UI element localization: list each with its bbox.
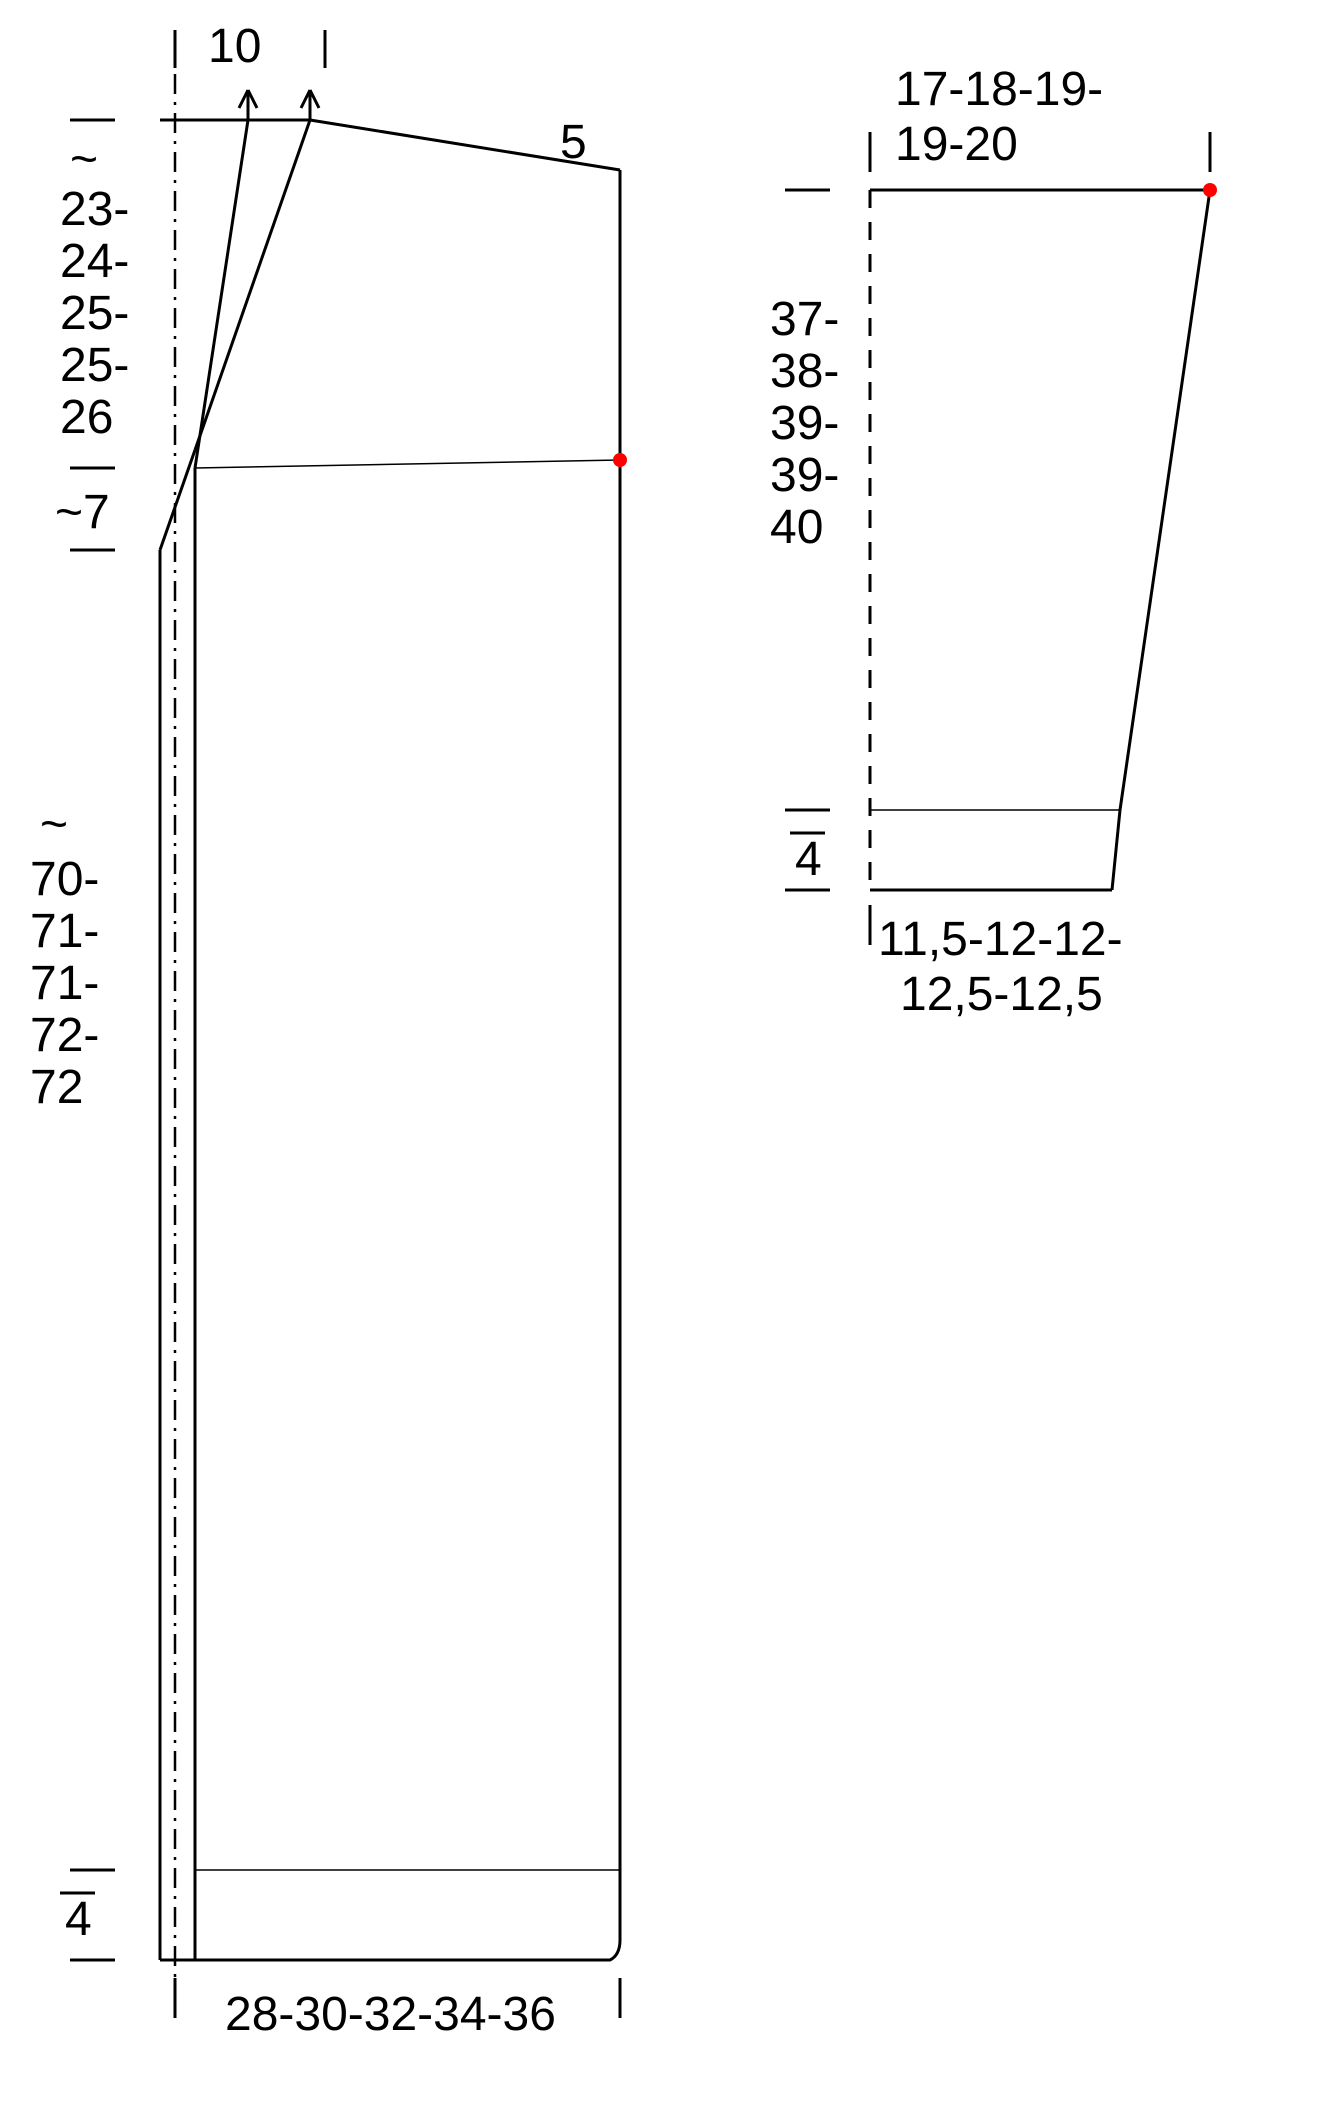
body-bottom-width-label: 28-30-32-34-36 xyxy=(225,1988,556,2041)
sleeve-height-line: 40 xyxy=(770,501,823,554)
body-armhole-line xyxy=(195,460,620,468)
sleeve-top-marker xyxy=(1203,183,1217,197)
body-raglan-height-line: 26 xyxy=(60,391,113,444)
body-height-line: 72- xyxy=(30,1009,99,1062)
body-armhole-marker xyxy=(613,453,627,467)
sleeve-cuff-label: 4 xyxy=(795,833,822,886)
sleeve-height-line: 39- xyxy=(770,397,839,450)
body-gap-label: ~7 xyxy=(55,486,110,539)
body-height-line: 71- xyxy=(30,905,99,958)
sleeve-top-width-line2: 19-20 xyxy=(895,118,1018,171)
sleeve-height-line: 39- xyxy=(770,449,839,502)
body-raglan-height-line: 23- xyxy=(60,183,129,236)
body-hem-label: 4 xyxy=(65,1893,92,1946)
body-shoulder-drop-label: 5 xyxy=(560,116,587,169)
body-height-line: 72 xyxy=(30,1061,83,1114)
sleeve-right-side xyxy=(1120,190,1210,810)
sleeve-cuff-right xyxy=(1112,810,1120,890)
sleeve-top-width-line1: 17-18-19- xyxy=(895,63,1103,116)
sleeve-height-line: 37- xyxy=(770,293,839,346)
body-top-width-label: 10 xyxy=(208,20,261,73)
body-raglan-height-line: 25- xyxy=(60,339,129,392)
sleeve-bottom-width-line1: 11,5-12-12- xyxy=(878,913,1123,966)
body-left-diag xyxy=(160,450,195,550)
body-raglan-outer xyxy=(195,120,310,450)
sleeve-bottom-width-line2: 12,5-12,5 xyxy=(900,968,1103,1021)
body-raglan-height-line: 24- xyxy=(60,235,129,288)
body-bottom-edge xyxy=(160,1940,620,1960)
body-height-line: 70- xyxy=(30,853,99,906)
body-height-line: 71- xyxy=(30,957,99,1010)
body-height-tilde: ~ xyxy=(40,798,68,851)
body-raglan-inner xyxy=(195,120,248,468)
body-raglan-tilde: ~ xyxy=(70,133,98,186)
body-raglan-height-line: 25- xyxy=(60,287,129,340)
sleeve-height-line: 38- xyxy=(770,345,839,398)
